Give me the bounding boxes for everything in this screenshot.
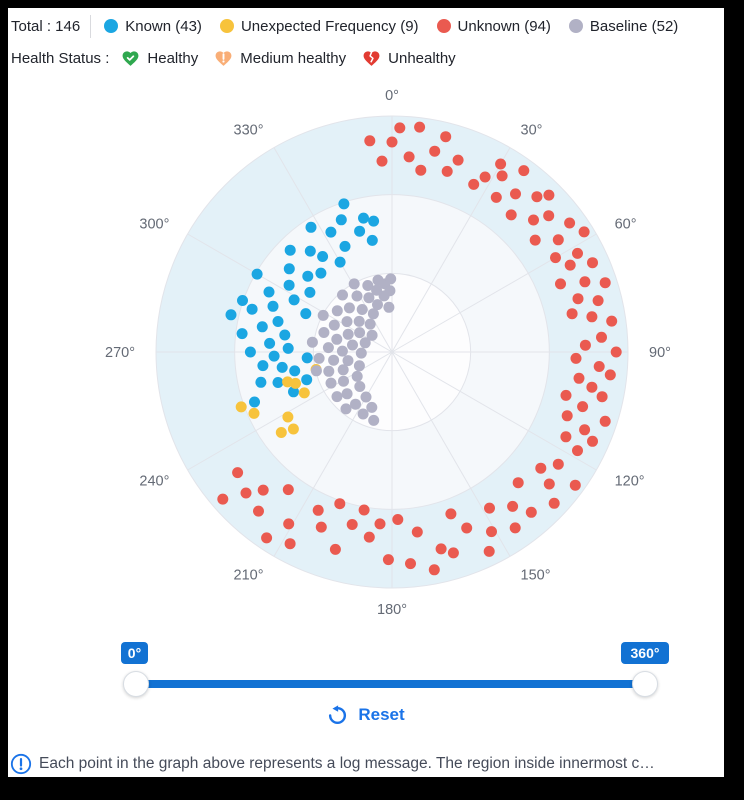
angle-axis-label: 0° bbox=[385, 88, 399, 104]
health-item-healthy: Healthy bbox=[121, 49, 198, 68]
total-count-label: Total : 146 bbox=[11, 17, 81, 35]
angle-axis-label: 90° bbox=[649, 345, 671, 361]
angle-axis-label: 240° bbox=[139, 474, 169, 490]
slider-end-value-badge: 360° bbox=[621, 642, 669, 664]
angle-axis-label: 210° bbox=[234, 568, 264, 584]
legend-item-baseline[interactable]: Baseline (52) bbox=[568, 17, 679, 35]
info-icon[interactable] bbox=[10, 753, 32, 775]
health-status-row: Health Status : Healthy Medium healthy Unh… bbox=[11, 46, 720, 70]
legend-item-label: Unknown (94) bbox=[457, 17, 551, 35]
angle-range-slider: 0° 360° bbox=[8, 634, 724, 700]
angle-axis-label: 120° bbox=[615, 474, 645, 490]
heart-check-icon bbox=[122, 50, 139, 66]
slider-start-value-badge: 0° bbox=[121, 642, 148, 664]
legend-item-known[interactable]: Known (43) bbox=[104, 18, 202, 35]
slider-handle-start[interactable] bbox=[123, 671, 149, 697]
series-baseline bbox=[306, 273, 397, 426]
unknown-dot-icon bbox=[436, 19, 451, 33]
legend-row: Total : 146 Known (43) Unexpected Frequen… bbox=[11, 14, 720, 38]
legend-items: Known (43) Unexpected Frequency (9) Unknow… bbox=[104, 18, 696, 35]
slider-track[interactable] bbox=[136, 680, 645, 688]
health-items: Healthy Medium healthy Unhealthy bbox=[121, 49, 471, 68]
series-unexpected-frequency bbox=[235, 364, 322, 438]
polar-chart: 0° 30° 60° 90° 120° 150° 180° 210° 240° 270° 300° 3… bbox=[105, 88, 671, 618]
heart-broken-icon bbox=[363, 50, 380, 66]
legend-item-label: Unexpected Frequency (9) bbox=[240, 17, 419, 35]
reset-icon bbox=[329, 704, 347, 724]
divider bbox=[90, 14, 92, 38]
angle-axis-label: 150° bbox=[521, 568, 551, 584]
angle-axis-label: 300° bbox=[139, 217, 169, 233]
polar-chart-area[interactable]: 0° 30° 60° 90° 120° 150° 180° 210° 240° 270° 300° 3… bbox=[8, 8, 724, 630]
known-dot-icon bbox=[104, 19, 119, 33]
health-status-label: Health Status : bbox=[11, 49, 110, 67]
info-text: Each point in the graph above represents… bbox=[39, 755, 655, 772]
series-unknown bbox=[217, 121, 622, 576]
angle-axis-label: 330° bbox=[234, 122, 264, 138]
baseline-dot-icon bbox=[568, 19, 583, 33]
heart-exclamation-icon bbox=[215, 50, 232, 66]
legend-item-unexpected-frequency[interactable]: Unexpected Frequency (9) bbox=[219, 17, 419, 35]
panel-card: 0° 30° 60° 90° 120° 150° 180° 210° 240° 270° 300° 3… bbox=[8, 8, 724, 777]
legend-item-label: Baseline (52) bbox=[589, 17, 679, 35]
reset-label: Reset bbox=[358, 705, 405, 724]
health-item-medium-healthy: Medium healthy bbox=[214, 49, 346, 68]
series-known bbox=[225, 198, 380, 408]
legend-item-label: Known (43) bbox=[125, 17, 202, 35]
info-bar: Each point in the graph above represents… bbox=[10, 752, 722, 776]
health-item-label: Medium healthy bbox=[240, 49, 347, 67]
angle-axis-label: 180° bbox=[377, 602, 407, 618]
slider-handle-end[interactable] bbox=[632, 671, 658, 697]
reset-button[interactable]: Reset bbox=[8, 703, 724, 727]
legend-item-unknown[interactable]: Unknown (94) bbox=[436, 17, 551, 35]
angle-axis-label: 60° bbox=[615, 217, 637, 233]
health-item-label: Healthy bbox=[147, 49, 199, 67]
health-item-unhealthy: Unhealthy bbox=[362, 49, 456, 68]
unexpected-frequency-dot-icon bbox=[219, 19, 234, 33]
angle-axis-label: 30° bbox=[521, 122, 543, 138]
angle-axis-label: 270° bbox=[105, 345, 135, 361]
health-item-label: Unhealthy bbox=[388, 49, 456, 67]
